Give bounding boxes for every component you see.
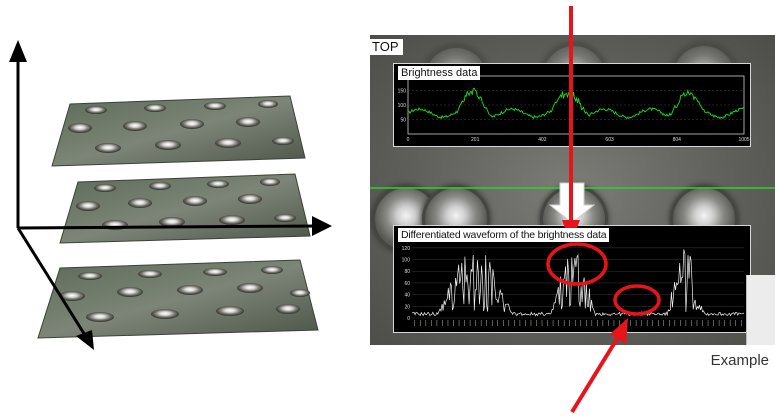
focal-stack-diagram (9, 40, 332, 350)
differentiated-chart: Differentiated waveform of the brightnes… (393, 225, 751, 333)
differentiated-y-tick: 100 (402, 258, 411, 264)
brightness-y-tick: 100 (398, 103, 407, 109)
differentiated-y-tick: 0 (407, 316, 410, 322)
differentiated-y-tick: 20 (404, 304, 410, 310)
differentiated-chart-plot: 120 100 80 60 40 20 0 (402, 246, 745, 326)
brightness-x-tick: 0 (407, 137, 410, 143)
brightness-y-tick: 50 (400, 118, 406, 124)
brightness-chart-title: Brightness data (398, 66, 481, 80)
microscope-image-panel: TOP Brightness data 150 100 50 0 201 402 603 80… (370, 35, 775, 345)
differentiated-y-tick: 40 (404, 293, 410, 299)
down-arrow-icon (548, 182, 596, 224)
differentiated-y-tick: 120 (402, 246, 411, 252)
brightness-x-tick: 201 (471, 137, 480, 143)
brightness-y-tick: 150 (398, 89, 407, 95)
brightness-x-tick: 402 (538, 137, 547, 143)
top-label: TOP (370, 39, 403, 55)
differentiated-y-tick: 80 (404, 269, 410, 275)
z-axis-arrowhead (9, 40, 27, 62)
image-plane-bottom (37, 259, 319, 339)
differentiated-chart-title: Differentiated waveform of the brightnes… (398, 228, 610, 242)
brightness-chart-plot: 150 100 50 0 201 402 603 804 1005 (398, 75, 750, 143)
x-axis (17, 224, 321, 230)
x-axis-arrowhead (312, 216, 332, 236)
axes (16, 52, 321, 341)
brightness-x-tick: 804 (673, 137, 682, 143)
bottom-pointer-line (570, 332, 622, 414)
example-label: Example (710, 352, 769, 369)
side-toolbar (746, 275, 775, 345)
brightness-x-tick: 1005 (738, 137, 749, 143)
image-plane-middle (59, 173, 311, 244)
y-axis-arrowhead (76, 330, 94, 350)
image-plane-top (51, 95, 306, 167)
brightness-series-line (407, 87, 744, 120)
y-axis (16, 227, 90, 341)
brightness-x-tick: 603 (605, 137, 614, 143)
differentiated-y-tick: 60 (404, 281, 410, 287)
